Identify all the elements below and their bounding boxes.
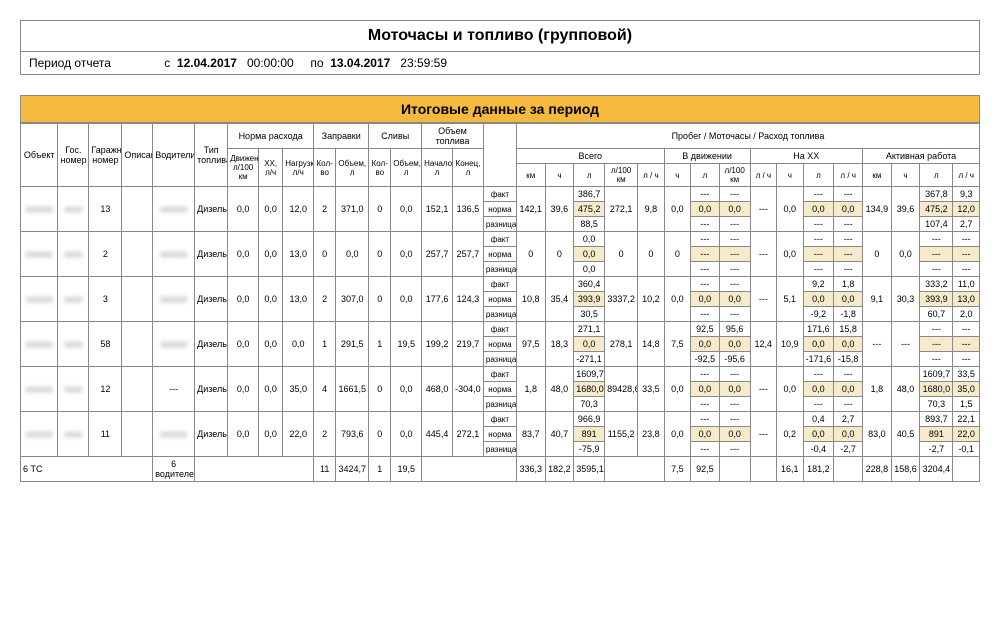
h-fueltype: Тип топлива <box>195 124 228 187</box>
obj-cell: xxxxxx <box>21 232 58 277</box>
diff-label: разница <box>483 397 516 412</box>
h-gos: Гос. номер <box>58 124 89 187</box>
norm-label: норма <box>483 202 516 217</box>
garage-cell: 58 <box>89 322 122 367</box>
driver-cell: xxxxxx <box>153 187 195 232</box>
fact-label: факт <box>483 367 516 382</box>
diff-label: разница <box>483 262 516 277</box>
gos-cell: xxxx <box>58 367 89 412</box>
diff-label: разница <box>483 307 516 322</box>
garage-cell: 11 <box>89 412 122 457</box>
h-mileage: Пробег / Моточасы / Расход топлива <box>516 124 979 149</box>
period-line: Период отчета с 12.04.2017 00:00:00 по 1… <box>20 52 980 75</box>
h-refuel: Заправки <box>314 124 369 149</box>
desc-cell <box>122 232 153 277</box>
period-label: Период отчета <box>29 56 111 70</box>
desc-cell <box>122 412 153 457</box>
fact-label: факт <box>483 232 516 247</box>
h-desc: Описание <box>122 124 153 187</box>
norm-label: норма <box>483 337 516 352</box>
report-title: Моточасы и топливо (групповой) <box>20 20 980 52</box>
garage-cell: 13 <box>89 187 122 232</box>
diff-label: разница <box>483 217 516 232</box>
section-title: Итоговые данные за период <box>20 95 980 123</box>
driver-cell: xxxxxx <box>153 322 195 367</box>
obj-cell: xxxxxx <box>21 322 58 367</box>
fact-label: факт <box>483 322 516 337</box>
fuel-cell: Дизель <box>195 232 228 277</box>
fact-label: факт <box>483 187 516 202</box>
gos-cell: xxxx <box>58 412 89 457</box>
h-garage: Гаражный номер <box>89 124 122 187</box>
norm-label: норма <box>483 247 516 262</box>
gos-cell: xxxx <box>58 232 89 277</box>
footer-drivers: 6 водителей <box>153 457 195 482</box>
obj-cell: xxxxxx <box>21 277 58 322</box>
diff-label: разница <box>483 352 516 367</box>
fuel-cell: Дизель <box>195 322 228 367</box>
gos-cell: xxxx <box>58 277 89 322</box>
driver-cell: xxxxxx <box>153 412 195 457</box>
driver-cell: xxxxxx <box>153 232 195 277</box>
fuel-cell: Дизель <box>195 412 228 457</box>
norm-label: норма <box>483 382 516 397</box>
h-object: Объект <box>21 124 58 187</box>
data-table: Объект Гос. номер Гаражный номер Описани… <box>20 123 980 482</box>
fuel-cell: Дизель <box>195 277 228 322</box>
diff-label: разница <box>483 442 516 457</box>
footer-count: 6 ТС <box>21 457 153 482</box>
gos-cell: xxxx <box>58 322 89 367</box>
fuel-cell: Дизель <box>195 187 228 232</box>
h-fuelvol: Объем топлива <box>422 124 484 149</box>
h-drivers: Водители <box>153 124 195 187</box>
obj-cell: xxxxxx <box>21 412 58 457</box>
fuel-cell: Дизель <box>195 367 228 412</box>
gos-cell: xxxx <box>58 187 89 232</box>
h-norm: Норма расхода <box>228 124 314 149</box>
desc-cell <box>122 277 153 322</box>
garage-cell: 12 <box>89 367 122 412</box>
garage-cell: 2 <box>89 232 122 277</box>
fact-label: факт <box>483 412 516 427</box>
desc-cell <box>122 367 153 412</box>
obj-cell: xxxxxx <box>21 187 58 232</box>
driver-cell: xxxxxx <box>153 277 195 322</box>
norm-label: норма <box>483 427 516 442</box>
obj-cell: xxxxxx <box>21 367 58 412</box>
norm-label: норма <box>483 292 516 307</box>
garage-cell: 3 <box>89 277 122 322</box>
h-drain: Сливы <box>369 124 422 149</box>
desc-cell <box>122 322 153 367</box>
desc-cell <box>122 187 153 232</box>
driver-cell: --- <box>153 367 195 412</box>
fact-label: факт <box>483 277 516 292</box>
